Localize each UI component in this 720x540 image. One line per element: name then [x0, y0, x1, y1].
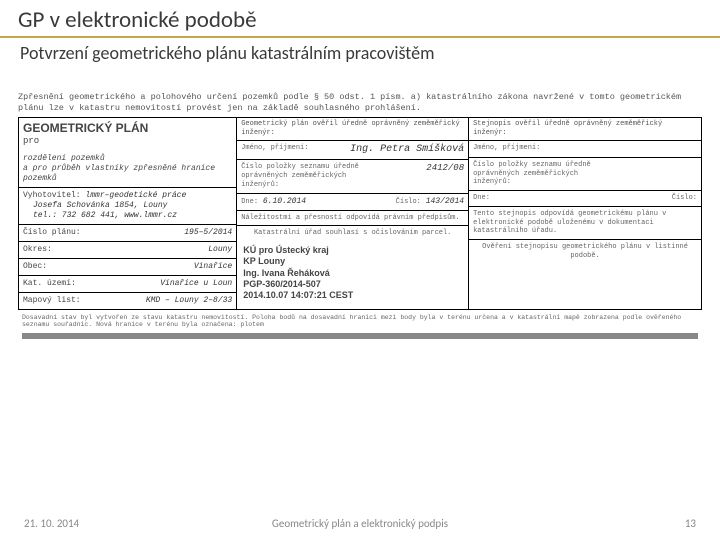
mid-opravneni: 2412/08 — [426, 163, 464, 189]
right-opravneni-label: Číslo položky seznamu úředně oprávněných… — [473, 161, 619, 187]
mid-head: Geometrický plán ověřil úředně oprávněný… — [237, 118, 468, 141]
stamp-line-1: KÚ pro Ústecký kraj — [243, 245, 462, 256]
right-note: Tento stejnopis odpovídá geometrickému p… — [469, 207, 701, 240]
redaction-bar — [22, 333, 698, 339]
vyhot-addr: Josefa Schovánka 1854, Louny — [23, 201, 232, 211]
footer-page: 13 — [474, 517, 696, 530]
vyhot-name: lmmr–geodetické práce — [85, 191, 186, 200]
stamp-line-5: 2014.10.07 14:07:21 CEST — [243, 290, 462, 301]
stamp-line-4: PGP-360/2014-507 — [243, 279, 462, 290]
map-label: Mapový list: — [23, 296, 81, 306]
approval-stamp: KÚ pro Ústecký kraj KP Louny Ing. Ivana … — [237, 241, 468, 309]
bottom-paragraph: Dosavadní stav byl vytvořen ze stavu kat… — [18, 310, 702, 332]
okres-label: Okres: — [23, 245, 52, 255]
mid-cislo: 143/2014 — [426, 197, 464, 206]
stamp-line-3: Ing. Ivana Řeháková — [243, 268, 462, 279]
plan-heading: GEOMETRICKÝ PLÁN — [23, 121, 232, 136]
vyhot-tel: tel.: 732 682 441, www.lmmr.cz — [23, 211, 232, 221]
right-panel: Ověření stejnopisu geometrického plánu v… — [469, 240, 701, 309]
right-head: Stejnopis ověřil úředně oprávněný zeměmě… — [469, 118, 701, 141]
intro-text: Zpřesnění geometrického a polohového urč… — [18, 92, 702, 113]
kat-value: Vinařice u Loun — [160, 279, 232, 289]
form-table: GEOMETRICKÝ PLÁN pro rozdělení pozemků a… — [18, 117, 702, 309]
obec-value: Vinařice — [194, 262, 232, 272]
mid-panel: Katastrální úřad souhlasí s očíslováním … — [237, 226, 468, 241]
stamp-line-2: KP Louny — [243, 256, 462, 267]
purpose-1: rozdělení pozemků — [23, 154, 232, 164]
mid-dne-label: Dne: — [241, 198, 258, 206]
footer-date: 21. 10. 2014 — [24, 517, 246, 530]
cislo-planu: 195–5/2014 — [184, 228, 232, 238]
pro-label: pro — [19, 136, 236, 150]
slide-footer: 21. 10. 2014 Geometrický plán a elektron… — [0, 517, 720, 530]
footer-center: Geometrický plán a elektronický podpis — [246, 517, 474, 530]
cislo-planu-label: Číslo plánu: — [23, 228, 81, 238]
okres-value: Louny — [208, 245, 232, 255]
mid-cislo-label: Číslo: — [396, 198, 421, 206]
mid-note: Náležitostmi a přesností odpovídá právní… — [237, 211, 468, 227]
kat-label: Kat. území: — [23, 279, 76, 289]
mid-name-label: Jméno, příjmení: — [241, 144, 308, 157]
mid-dne: 6.10.2014 — [263, 197, 306, 206]
mid-name: Ing. Petra Smíšková — [350, 144, 464, 157]
right-cislo-label: Číslo: — [672, 194, 697, 203]
document-scan: Zpřesnění geometrického a polohového urč… — [18, 92, 702, 339]
page-subtitle: Potvrzení geometrického plánu katastráln… — [0, 38, 720, 64]
right-name-label: Jméno, příjmení: — [473, 144, 540, 154]
right-dne-label: Dne: — [473, 194, 490, 203]
purpose-2: a pro průběh vlastníky zpřesněné hranice… — [23, 164, 232, 184]
mid-opravneni-label: Číslo položky seznamu úředně oprávněných… — [241, 163, 386, 189]
vyhot-label: Vyhotovitel: — [23, 191, 81, 200]
page-title: GP v elektronické podobě — [18, 6, 702, 34]
obec-label: Obec: — [23, 262, 47, 272]
map-value: KMD – Louny 2–8/33 — [146, 296, 232, 306]
